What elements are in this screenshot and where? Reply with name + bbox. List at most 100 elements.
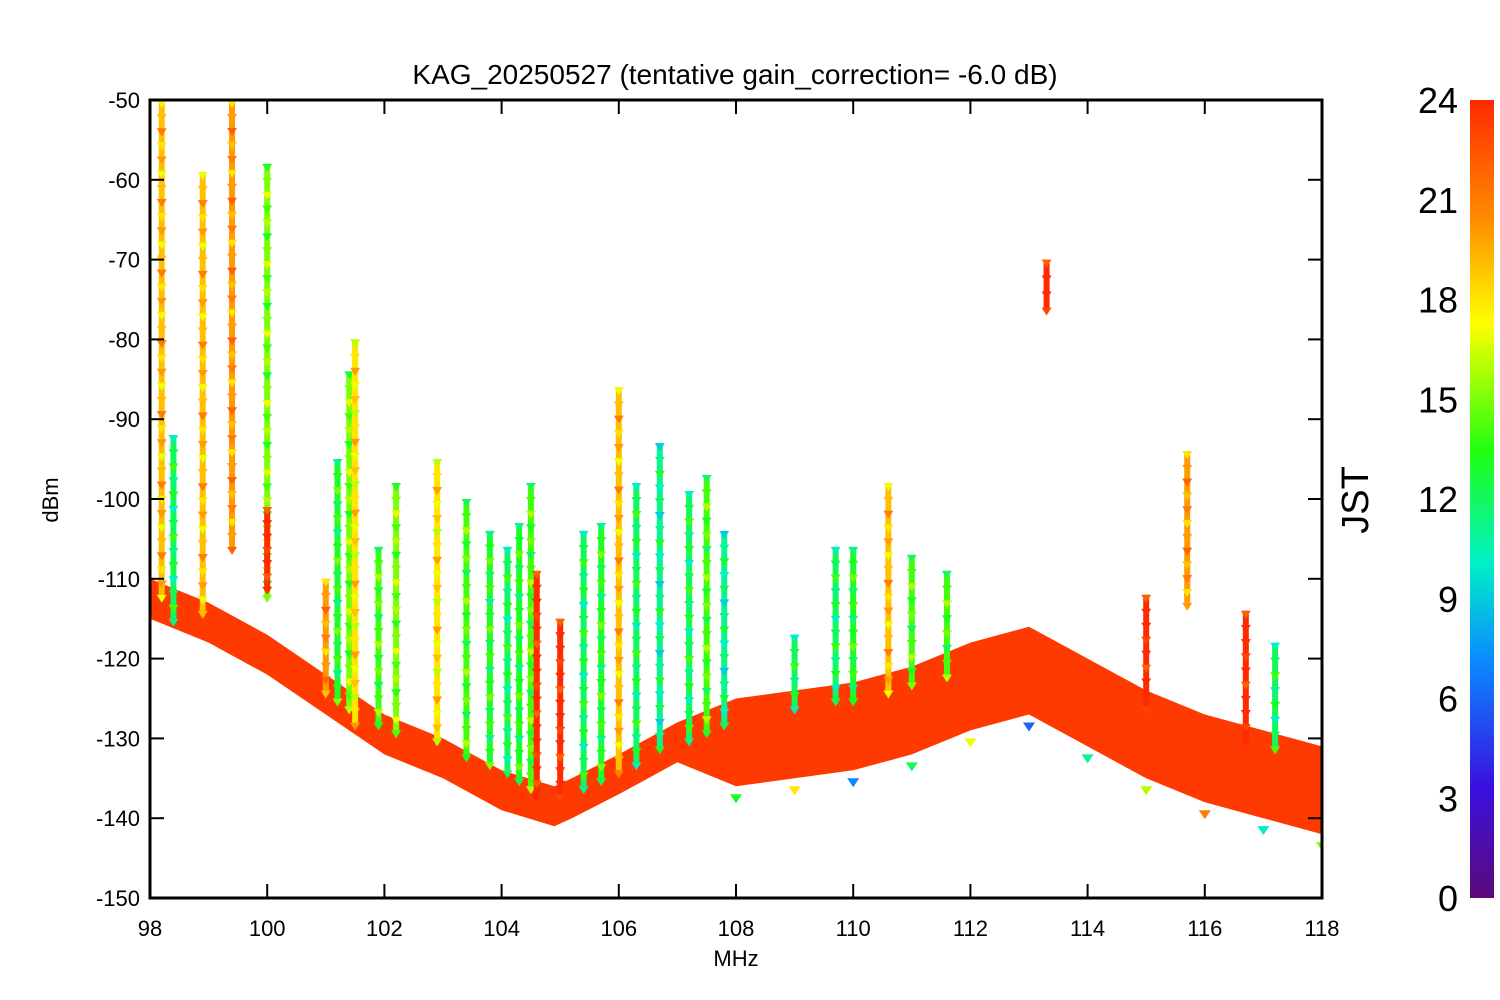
signal-marker [631, 580, 642, 589]
signal-marker [906, 682, 917, 691]
x-tick-label: 116 [1187, 916, 1222, 941]
signal-marker [484, 762, 495, 771]
signal-marker [555, 672, 566, 681]
signal-marker [432, 640, 443, 649]
signal-marker [350, 637, 361, 646]
signal-marker [156, 326, 167, 335]
signal-marker [578, 573, 589, 582]
signal-line [332, 459, 343, 707]
signal-marker [531, 794, 542, 803]
y-tick-label: -130 [96, 726, 140, 751]
signal-marker [227, 309, 238, 318]
signal-marker [596, 522, 607, 531]
signal-marker [555, 780, 566, 789]
signal-marker [1141, 608, 1152, 617]
signal-marker [432, 682, 443, 691]
signal-line [830, 546, 841, 707]
signal-marker [262, 177, 273, 186]
signal-marker [830, 643, 841, 652]
signal-marker [391, 538, 402, 547]
signal-marker [1041, 275, 1052, 284]
signal-marker [156, 538, 167, 547]
signal-marker [332, 557, 343, 566]
signal-marker [262, 302, 273, 311]
signal-marker [1141, 622, 1152, 631]
signal-line [197, 171, 208, 619]
signal-marker [168, 562, 179, 571]
signal-marker [848, 588, 859, 597]
signal-marker [613, 628, 624, 637]
signal-marker [262, 441, 273, 450]
signal-marker [631, 720, 642, 729]
signal-marker [906, 597, 917, 606]
signal-marker [596, 579, 607, 588]
signal-marker [1182, 506, 1193, 515]
signal-marker [578, 686, 589, 695]
signal-line [596, 522, 607, 787]
signal-marker [684, 710, 695, 719]
signal-marker [555, 699, 566, 708]
signal-marker [719, 640, 730, 649]
signal-marker [197, 313, 208, 322]
signal-marker [906, 611, 917, 620]
signal-marker [883, 635, 894, 644]
signal-marker [525, 786, 536, 795]
signal-marker [156, 425, 167, 434]
signal-marker [227, 337, 238, 346]
signal-marker [613, 585, 624, 594]
signal-line [461, 499, 472, 763]
signal-line [350, 339, 361, 731]
signal-marker [1182, 533, 1193, 542]
signal-marker [1270, 701, 1281, 710]
signal-marker [502, 630, 513, 639]
signal-marker [461, 740, 472, 749]
signal-marker [631, 734, 642, 743]
signal-marker [684, 697, 695, 706]
signal-marker [719, 599, 730, 608]
signal-marker [350, 722, 361, 731]
signal-marker [168, 548, 179, 557]
signal-marker [578, 701, 589, 710]
signal-marker [631, 664, 642, 673]
signal-marker [262, 506, 273, 515]
signal-marker [227, 239, 238, 248]
signal-marker [432, 738, 443, 747]
signal-marker [631, 622, 642, 631]
signal-marker [197, 355, 208, 364]
signal-marker [1240, 667, 1251, 676]
signal-marker [684, 587, 695, 596]
signal-marker [344, 413, 355, 422]
signal-marker [701, 475, 712, 484]
signal-line [432, 459, 443, 747]
signal-marker [262, 520, 273, 529]
signal-marker [654, 746, 665, 755]
signal-marker [555, 645, 566, 654]
signal-marker [484, 707, 495, 716]
colorbar-label: JST [1335, 466, 1377, 534]
signal-marker [941, 644, 952, 653]
signal-marker [1141, 636, 1152, 645]
signal-marker [654, 691, 665, 700]
signal-marker [197, 426, 208, 435]
signal-marker [373, 614, 384, 623]
signal-marker [578, 757, 589, 766]
signal-marker [701, 574, 712, 583]
signal-marker [461, 584, 472, 593]
signal-marker [156, 156, 167, 165]
signal-marker [596, 608, 607, 617]
signal-marker [227, 295, 238, 304]
signal-marker [830, 698, 841, 707]
signal-marker [484, 612, 495, 621]
signal-marker [344, 510, 355, 519]
signal-marker [883, 662, 894, 671]
signal-marker [613, 656, 624, 665]
signal-marker [484, 721, 495, 730]
signal-line [262, 163, 273, 603]
noise-floor-point [905, 762, 918, 772]
signal-marker [350, 353, 361, 362]
signal-marker [484, 585, 495, 594]
signal-marker [514, 721, 525, 730]
signal-marker [514, 749, 525, 758]
noise-floor-point [1198, 810, 1211, 820]
signal-marker [156, 509, 167, 518]
